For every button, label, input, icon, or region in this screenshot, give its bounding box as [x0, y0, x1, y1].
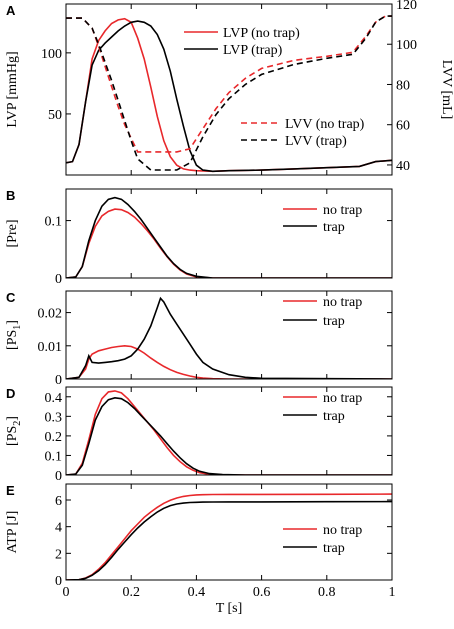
x-tick-label: 0.4: [188, 585, 206, 600]
x-tick-label: 0.8: [318, 585, 336, 600]
series-line-trap: [66, 296, 392, 379]
plot-frame: [65, 3, 393, 176]
y2-tick-label: 80: [396, 78, 410, 93]
legend-label: LVV (no trap): [285, 117, 365, 132]
series-line-trap: [66, 20, 392, 173]
legend-label: trap: [323, 220, 345, 235]
panel-b: B 0 0.1 [Pre] no trap trap: [5, 188, 393, 287]
legend-label: no trap: [323, 203, 362, 218]
panel-letter: C: [6, 290, 16, 305]
x-axis-label: T [s]: [216, 601, 243, 616]
y-tick-label: 0: [55, 373, 62, 388]
y-axis-label: [PS2]: [5, 416, 23, 446]
legend-label: trap: [323, 541, 345, 556]
y-tick-label: 0: [55, 272, 62, 287]
y-tick-label: 50: [48, 108, 62, 123]
x-tick-label: 0.2: [122, 585, 140, 600]
y2-axis-label: LVV [mL]: [439, 60, 454, 120]
y-tick-label: 4: [55, 521, 62, 536]
y-tick-label: 6: [55, 494, 62, 509]
y-tick-label: 0.3: [45, 410, 63, 425]
plot-frame: [65, 290, 393, 380]
plot-frame: [65, 188, 393, 279]
y-tick-label: 0: [55, 469, 62, 484]
y-axis-label: [Pre]: [5, 220, 20, 248]
y-tick-label: 0.1: [45, 449, 63, 464]
y-tick-label: 0.01: [38, 340, 63, 355]
legend-label: no trap: [323, 295, 362, 310]
y-axis-label: LVP [mmHg]: [5, 51, 20, 127]
legend-label: LVV (trap): [285, 134, 347, 149]
series-line-no-trap: [66, 493, 392, 580]
y-tick-label: 100: [41, 47, 62, 62]
panel-e: E 0 0.2 0.4 0.6 0.8 1 0 2 4 6 ATP [J] no trap trap: [5, 483, 396, 600]
x-tick-label: 0: [63, 585, 70, 600]
y2-tick-label: 60: [396, 119, 410, 134]
legend-label: LVP (no trap): [223, 26, 300, 41]
panel-letter: A: [6, 3, 16, 18]
legend-label: trap: [323, 409, 345, 424]
y-tick-label: 0: [55, 574, 62, 589]
y2-tick-label: 100: [396, 38, 417, 53]
panel-letter: B: [6, 188, 15, 203]
series-line-trap: [66, 196, 392, 278]
legend-label: no trap: [323, 523, 362, 538]
series-line-no-trap: [66, 15, 392, 153]
panel-d: D 0 0.1 0.2 0.3 0.4 [PS2] no trap trap: [5, 386, 393, 484]
legend-label: LVP (trap): [223, 43, 283, 58]
y-tick-label: 2: [55, 547, 62, 562]
y-tick-label: 0.2: [45, 430, 63, 445]
plot-frame: [65, 483, 393, 581]
panel-letter: E: [6, 483, 15, 498]
y2-tick-label: 120: [396, 0, 417, 13]
y2-tick-label: 40: [396, 159, 410, 174]
x-tick-label: 0.6: [253, 585, 271, 600]
panel-a: A 50 100 40 60 80 100 120 LVV [mL] LVP [mmHg] LVP …: [5, 0, 454, 176]
y-axis-label: [PS1]: [5, 320, 23, 350]
y-tick-label: 0.1: [45, 215, 63, 230]
series-line-trap: [66, 500, 392, 580]
panel-letter: D: [6, 386, 15, 401]
y-axis-label: ATP [J]: [5, 511, 20, 554]
plot-frame: [65, 386, 393, 476]
series-line-trap: [66, 396, 392, 475]
panel-c: C 0 0.01 0.02 [PS1] no trap trap: [5, 290, 393, 388]
series-line-trap: [66, 15, 392, 171]
y-tick-label: 0.4: [45, 391, 63, 406]
y-tick-label: 0.02: [38, 307, 63, 322]
legend-label: no trap: [323, 391, 362, 406]
legend-label: trap: [323, 314, 345, 329]
x-tick-label: 1: [389, 585, 396, 600]
